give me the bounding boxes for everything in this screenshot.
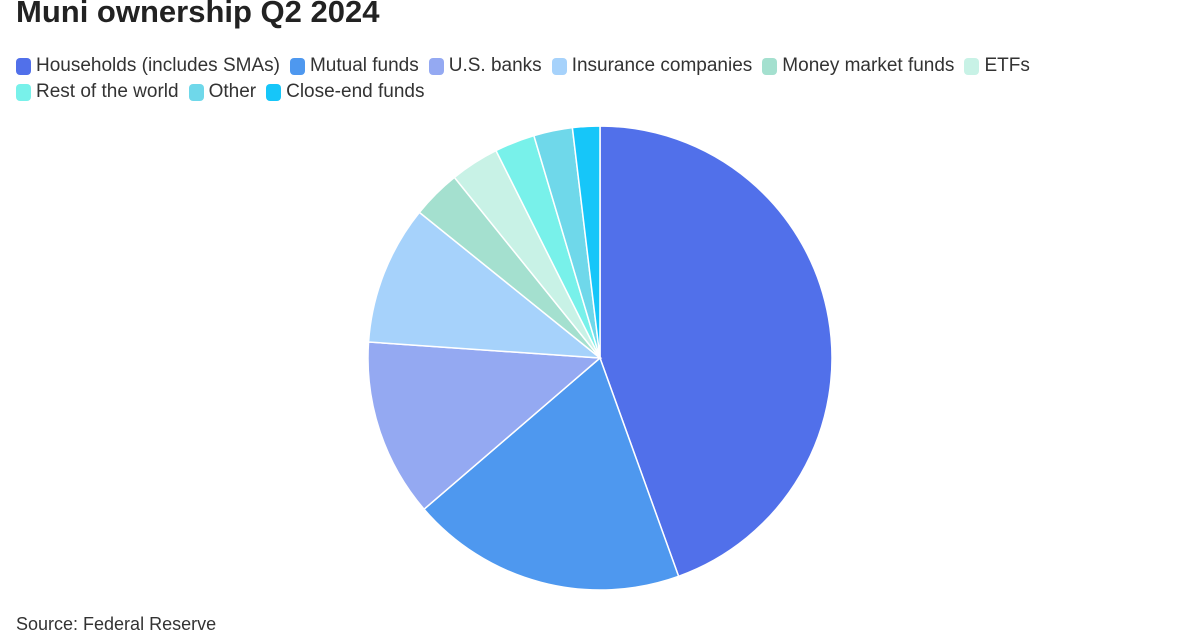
legend-swatch	[289, 57, 305, 75]
legend-swatch	[16, 57, 31, 75]
legend-label: U.S. banks	[448, 55, 542, 76]
legend-item: ETFs	[964, 55, 1030, 77]
pie-slice	[599, 125, 833, 578]
legend-item: Mutual funds	[289, 55, 419, 77]
legend-item: Rest of the world	[16, 81, 179, 103]
legend-item: Other	[188, 81, 257, 103]
legend-swatch	[266, 83, 282, 101]
chart-title: Muni ownership Q2 2024	[16, 0, 380, 29]
legend-item: Households (includes SMAs)	[16, 55, 280, 77]
source-note: Source: Federal Reserve	[16, 614, 217, 634]
pie-slice	[423, 356, 680, 591]
legend-label: Insurance companies	[571, 55, 753, 76]
legend-swatch	[964, 57, 980, 75]
legend-swatch	[428, 57, 444, 75]
legend-swatch	[551, 57, 567, 75]
legend-label: Money market funds	[782, 55, 955, 76]
legend-item: Insurance companies	[551, 55, 753, 77]
legend-item: Money market funds	[762, 55, 954, 77]
legend-label: Rest of the world	[36, 81, 179, 102]
legend-label: Close-end funds	[286, 81, 425, 102]
pie-slice	[571, 125, 601, 359]
legend-item: Close-end funds	[266, 81, 424, 103]
pie-slice	[367, 341, 602, 511]
legend-label: Mutual funds	[309, 55, 419, 76]
legend-label: Households (includes SMAs)	[36, 55, 280, 76]
legend: Households (includes SMAs) Mutual funds U.…	[16, 55, 1126, 103]
legend-swatch	[188, 83, 204, 101]
legend-swatch	[16, 83, 31, 101]
legend-label: ETFs	[984, 55, 1030, 76]
legend-item: U.S. banks	[428, 55, 542, 77]
pie-slice	[367, 211, 603, 359]
legend-swatch	[762, 57, 778, 75]
legend-label: Other	[208, 81, 257, 102]
